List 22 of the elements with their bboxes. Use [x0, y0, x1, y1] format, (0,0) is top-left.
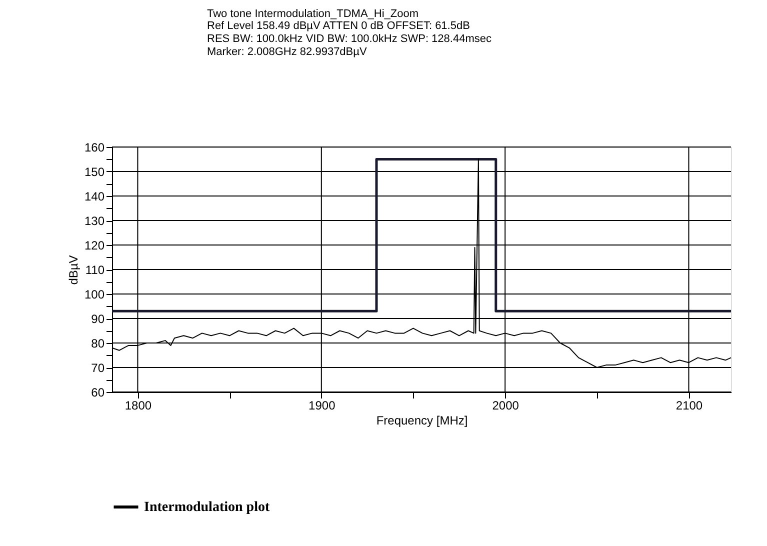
- y-tick-label: 150: [84, 165, 105, 179]
- y-tick-label: 110: [85, 263, 105, 277]
- y-tick-label: 80: [91, 336, 105, 350]
- x-tick-label: 2100: [676, 398, 703, 412]
- y-axis-title: dBµV: [66, 255, 80, 285]
- y-tick-label: 130: [84, 214, 105, 228]
- chart-title: Two tone Intermodulation_TDMA_Hi_Zoom: [207, 8, 419, 20]
- y-tick-label: 60: [91, 386, 105, 400]
- y-tick-label: 140: [84, 190, 105, 204]
- y-tick-label: 160: [84, 140, 105, 154]
- text: Marker: 2.008GHz 82.9937dBµV: [207, 46, 368, 58]
- y-tick-label: 90: [91, 312, 105, 326]
- text: RES BW: 100.0kHz VID BW: 100.0kHz SWP: 128.44msec: [207, 33, 492, 45]
- legend-label: Intermodulation plot: [144, 500, 270, 515]
- x-axis-title: Frequency [MHz]: [376, 414, 468, 428]
- text: Ref Level 158.49 dBµV ATTEN 0 dB OFFSET: 61.5dB: [207, 20, 470, 32]
- y-tick-label: 120: [84, 238, 105, 252]
- y-tick-label: 70: [91, 361, 105, 375]
- y-tick-label: 100: [84, 288, 105, 302]
- x-tick-label: 1900: [308, 398, 336, 412]
- x-tick-label: 1800: [124, 398, 152, 412]
- x-tick-label: 2000: [492, 398, 520, 412]
